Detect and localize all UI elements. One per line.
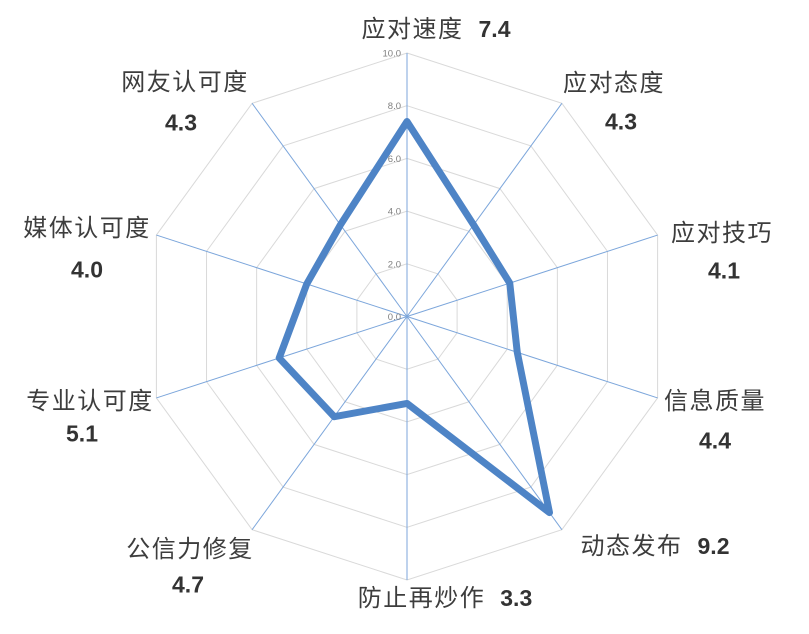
axis-line-1	[406, 103, 563, 317]
axis-label-4: 动态发布 9.2	[580, 533, 730, 560]
axis-value-label-1: 4.3	[605, 108, 637, 135]
axis-value-label-6: 4.7	[172, 571, 204, 598]
axis-line-6	[251, 316, 408, 530]
category-value-6: 4.7	[172, 571, 204, 598]
axis-label-6: 公信力修复	[126, 538, 254, 562]
category-name-5: 防止再炒作	[357, 586, 486, 612]
axis-line-4	[406, 316, 563, 530]
category-value-3: 4.4	[699, 427, 731, 454]
category-value-8: 4.0	[71, 256, 103, 283]
category-value-4: 9.2	[697, 533, 730, 559]
axis-label-7: 专业认可度	[26, 390, 154, 414]
radial-tick-label-0: 0.0	[388, 312, 401, 323]
axis-value-label-9: 4.3	[165, 109, 197, 136]
axis-label-1: 应对态度	[563, 72, 665, 96]
axis-label-2: 应对技巧	[671, 222, 773, 246]
axis-line-9	[251, 103, 408, 317]
category-value-0: 7.4	[478, 16, 511, 42]
axis-line-3	[406, 316, 658, 399]
radial-tick-label-5: 10.0	[383, 49, 402, 60]
category-name-0: 应对速度	[361, 17, 464, 43]
category-value-2: 4.1	[708, 257, 740, 284]
axis-label-5: 防止再炒作 3.3	[357, 585, 533, 612]
category-name-1: 应对态度	[563, 71, 665, 97]
category-name-2: 应对技巧	[671, 221, 773, 247]
category-name-9: 网友认可度	[121, 70, 249, 96]
radial-tick-label-2: 4.0	[388, 207, 401, 218]
axis-value-label-2: 4.1	[708, 257, 740, 284]
category-name-7: 专业认可度	[26, 389, 154, 415]
category-value-9: 4.3	[165, 109, 197, 136]
category-value-1: 4.3	[605, 108, 637, 135]
category-value-5: 3.3	[500, 585, 533, 611]
axis-label-8: 媒体认可度	[23, 217, 151, 241]
data-series-polygon	[275, 118, 553, 517]
category-name-4: 动态发布	[580, 534, 683, 560]
axis-value-label-8: 4.0	[71, 256, 103, 283]
axis-line-8	[156, 234, 408, 317]
axis-label-3: 信息质量	[664, 390, 766, 414]
radial-tick-label-3: 6.0	[388, 154, 401, 165]
radial-tick-label-4: 8.0	[388, 101, 401, 112]
axis-line-2	[406, 234, 658, 317]
axis-label-0: 应对速度 7.4	[361, 16, 511, 43]
category-value-7: 5.1	[66, 420, 98, 447]
radial-tick-label-1: 2.0	[388, 259, 401, 270]
category-name-8: 媒体认可度	[23, 216, 151, 242]
axis-label-9: 网友认可度	[121, 71, 249, 95]
category-name-6: 公信力修复	[126, 537, 254, 563]
axis-value-label-7: 5.1	[66, 420, 98, 447]
axis-value-label-3: 4.4	[699, 427, 731, 454]
category-name-3: 信息质量	[664, 389, 766, 415]
